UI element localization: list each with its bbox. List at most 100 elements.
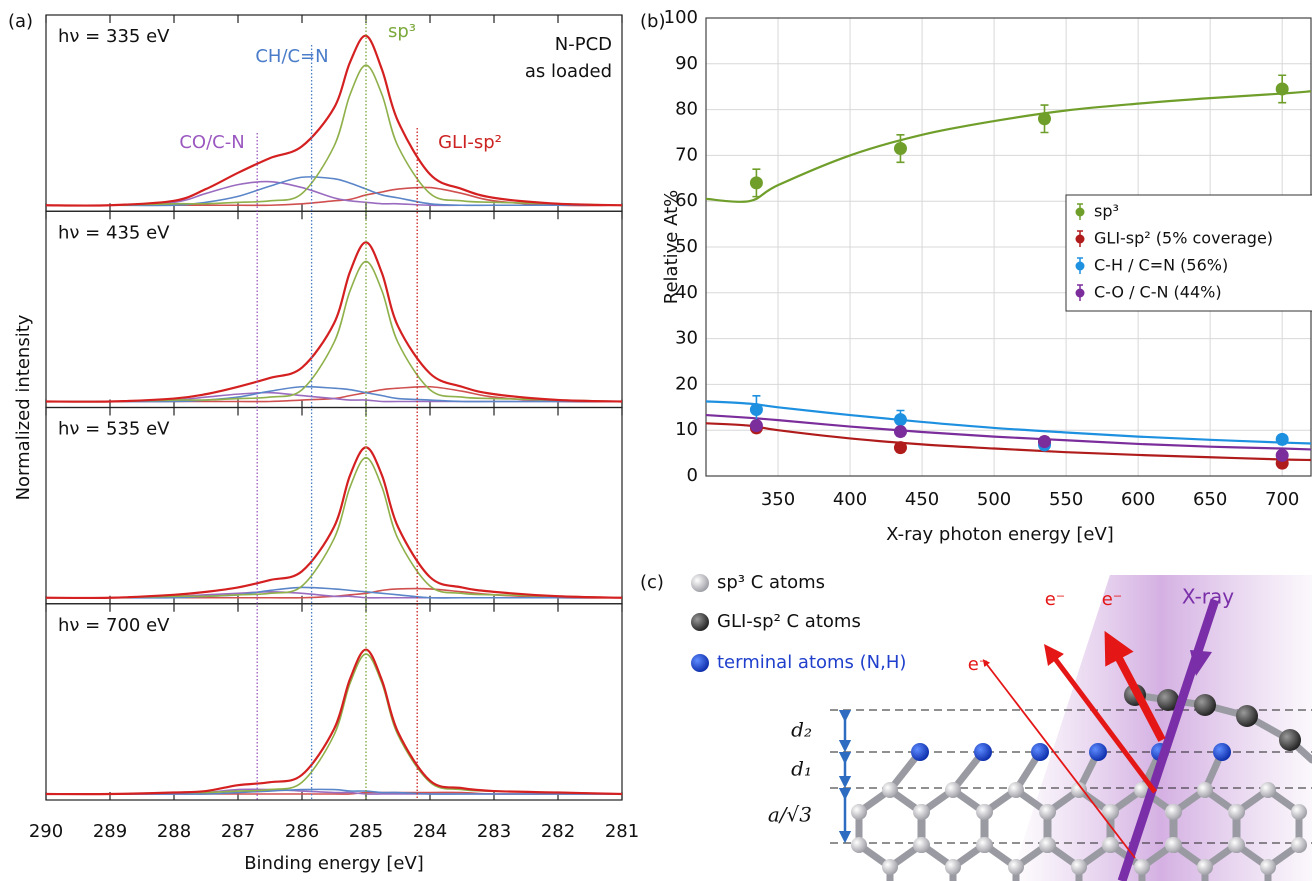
- x-tick-label: 350: [761, 489, 795, 510]
- fit-line: [705, 413, 1312, 451]
- sp3-atom: [1040, 837, 1056, 853]
- sp3-atom: [882, 859, 898, 875]
- y-axis-label: Relative At%: [661, 190, 682, 304]
- x-tick-label: 283: [477, 821, 511, 842]
- spectrum-line: [46, 587, 623, 599]
- legend-glyph: [1075, 288, 1085, 298]
- panel-a: hν = 335 eV hν = 435 eV hν = 535 eV hν = 70…: [13, 14, 639, 874]
- sp3-atom: [945, 859, 961, 875]
- electron-label: e⁻: [1102, 589, 1123, 610]
- data-point: [1275, 82, 1289, 96]
- subplot-label: hν = 535 eV: [58, 419, 170, 440]
- fit-line: [705, 400, 1312, 445]
- marker-label: GLI-sp²: [438, 132, 502, 153]
- fit-line: [705, 90, 1312, 203]
- x-tick-label: 700: [1265, 489, 1299, 510]
- x-tick-label: 282: [541, 821, 575, 842]
- marker-label: CH/C=N: [255, 46, 328, 67]
- xray-arrowhead: [1190, 650, 1212, 676]
- legend-label: sp³: [1094, 202, 1119, 221]
- sp3-atom: [1166, 804, 1182, 820]
- spectrum-line: [45, 653, 623, 795]
- x-tick-label: 500: [977, 489, 1011, 510]
- x-tick-label: 287: [221, 821, 255, 842]
- spectrum-line: [46, 788, 622, 795]
- sp3-atom: [1291, 837, 1307, 853]
- terminal-atom: [911, 743, 929, 761]
- sp3-atom: [1040, 804, 1056, 820]
- y-tick-label: 90: [675, 53, 698, 74]
- gli-atom: [1194, 694, 1216, 716]
- x-tick-label: 550: [1049, 489, 1083, 510]
- spectrum-line: [45, 260, 623, 403]
- gli-atom: [1236, 705, 1258, 727]
- electron-path: [982, 659, 1136, 859]
- electron-label: e⁻: [968, 654, 989, 675]
- sp3-atom: [1008, 859, 1024, 875]
- panel-label: (c): [640, 572, 664, 593]
- panel-label: (b): [640, 11, 665, 32]
- x-tick-label: 286: [285, 821, 319, 842]
- x-tick-label: 289: [93, 821, 127, 842]
- sp3-atom: [1197, 782, 1213, 798]
- terminal-atom: [1089, 743, 1107, 761]
- sp3-atom: [914, 804, 930, 820]
- panel-b: 0 10 20 30 40 50 60 70 80 90 100 350 400 450 500 550 600…: [661, 7, 1312, 545]
- sp3-atom: [1103, 804, 1119, 820]
- sp3-atom: [1008, 782, 1024, 798]
- x-tick-label: 284: [413, 821, 447, 842]
- legend-label: C-H / C=N (56%): [1094, 256, 1228, 275]
- sp3-atom: [977, 837, 993, 853]
- sp3-atom: [851, 837, 867, 853]
- spectrum-line: [46, 186, 623, 207]
- x-tick-label: 288: [157, 821, 191, 842]
- spectrum-line: [45, 446, 623, 600]
- data-point: [893, 425, 907, 439]
- sp3-atom: [1197, 859, 1213, 875]
- subplot-frame: [45, 603, 623, 801]
- legend-label: terminal atoms (N,H): [717, 652, 906, 673]
- spectrum-line: [45, 34, 623, 207]
- sp3-atom: [1229, 837, 1245, 853]
- panel-c: sp³ C atoms GLI-sp² C atoms terminal atoms…: [691, 572, 1312, 881]
- legend-atom: [691, 613, 709, 631]
- sp3-atom: [1134, 859, 1150, 875]
- sp3-atom: [1260, 859, 1276, 875]
- sp3-atom: [945, 782, 961, 798]
- legend-label: C-O / C-N (44%): [1094, 283, 1222, 302]
- beam-label: X-ray: [1182, 585, 1234, 609]
- legend-glyph: [1075, 207, 1085, 217]
- sp3-atom: [1229, 804, 1245, 820]
- data-point: [749, 403, 763, 417]
- x-tick-label: 650: [1193, 489, 1227, 510]
- annotation: as loaded: [525, 61, 612, 82]
- gli-atom: [1279, 729, 1301, 751]
- spectrum-line: [45, 64, 623, 207]
- x-axis-label: X-ray photon energy [eV]: [886, 524, 1114, 545]
- terminal-atom: [1031, 743, 1049, 761]
- y-tick-label: 30: [675, 328, 698, 349]
- legend-glyph: [1075, 234, 1085, 244]
- legend-atom: [691, 654, 709, 672]
- spectrum-line: [45, 456, 623, 599]
- data-point: [749, 419, 763, 433]
- data-point: [893, 441, 907, 455]
- spectrum-line: [45, 241, 623, 403]
- y-tick-label: 60: [675, 190, 698, 211]
- x-tick-label: 281: [605, 821, 639, 842]
- data-point: [1275, 448, 1289, 462]
- y-tick-label: 70: [675, 144, 698, 165]
- sp3-atom: [851, 804, 867, 820]
- dimension-label: a/√3: [768, 803, 812, 827]
- y-tick-label: 80: [675, 99, 698, 120]
- spectrum-line: [46, 385, 623, 403]
- x-tick-label: 290: [29, 821, 63, 842]
- sp3-atom: [1166, 837, 1182, 853]
- legend-glyph: [1075, 261, 1085, 271]
- sp3-atom: [977, 804, 993, 820]
- legend-atom: [691, 574, 709, 592]
- legend-label: sp³ C atoms: [717, 572, 825, 593]
- sp3-atom: [1260, 782, 1276, 798]
- x-axis-label: Binding energy [eV]: [244, 853, 424, 874]
